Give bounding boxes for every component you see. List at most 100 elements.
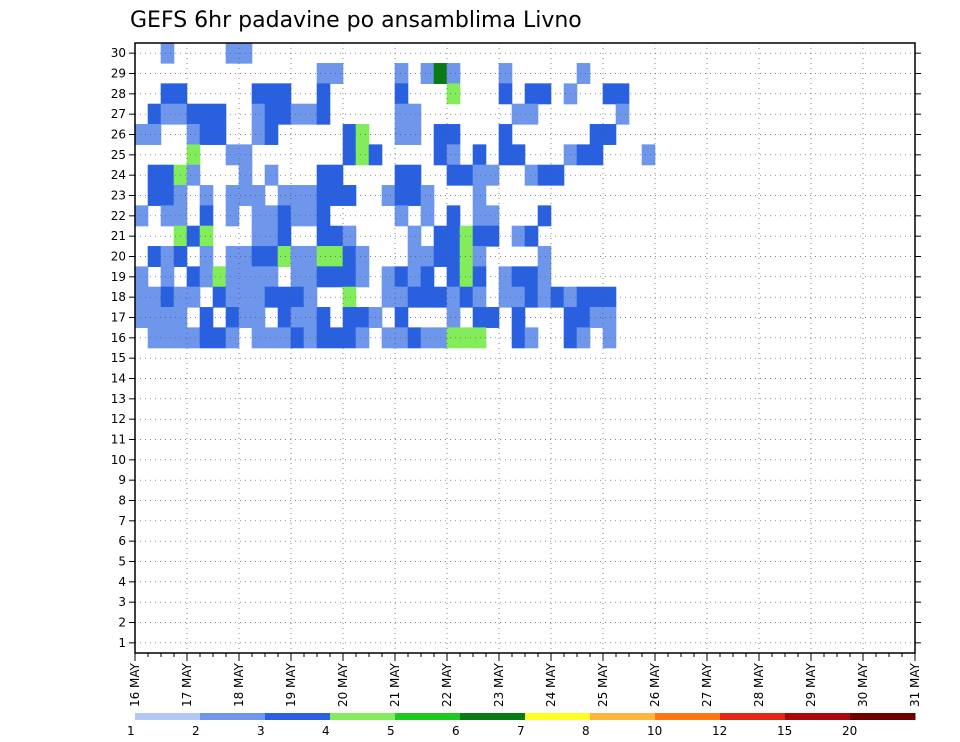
y-tick-label: 28 [111,87,126,101]
heatmap-cell [264,103,279,125]
colorbar-label: 12 [712,724,727,738]
heatmap-cell [290,286,305,308]
heatmap-cell [511,103,526,125]
heatmap-cell [394,103,409,125]
heatmap-cell [199,103,214,125]
colorbar-label: 7 [517,724,525,738]
heatmap-cell [472,144,487,166]
heatmap-cell [316,83,331,105]
heatmap-cell [472,266,487,288]
heatmap-cell [511,144,526,166]
x-tick-label: 31 MAY [908,662,922,707]
heatmap-cell [264,205,279,227]
y-tick-label: 18 [111,290,126,304]
heatmap-cell [342,185,357,206]
y-tick-label: 2 [118,616,126,630]
heatmap-cell [446,225,461,247]
heatmap-cell [147,185,162,206]
heatmap-cell [199,185,214,206]
heatmap-cell [550,164,565,186]
heatmap-cell [147,327,162,349]
heatmap-cell [446,83,461,105]
heatmap-cell [225,185,240,206]
heatmap-cell [277,103,292,125]
heatmap-cell [446,266,461,288]
y-tick-label: 11 [111,433,126,447]
heatmap-cell [251,266,266,288]
colorbar-swatch [330,713,396,720]
heatmap-cell [537,83,552,105]
colorbar-swatch [785,713,851,720]
heatmap-cell [199,205,214,227]
heatmap-cell [134,205,149,227]
heatmap-cell [407,286,422,308]
heatmap-cell [355,327,370,349]
heatmap-cell [524,83,539,105]
y-tick-label: 19 [111,270,126,284]
chart-title: GEFS 6hr padavine po ansamblima Livno [130,8,582,33]
heatmap-cell [407,246,422,267]
heatmap-cell [381,266,396,288]
colorbar: 1 2 3 4 5 6 7 8 10 12 15 20 [127,713,916,738]
heatmap-cell [316,266,331,288]
heatmap-cell [277,185,292,206]
heatmap-cell [225,307,240,328]
heatmap-cell [342,144,357,166]
y-tick-label: 17 [111,311,126,325]
heatmap-cell [316,327,331,349]
x-tick-label: 28 MAY [752,662,766,707]
heatmap-cell [602,124,617,145]
heatmap-cell [420,63,435,84]
y-tick-label: 9 [118,473,126,487]
colorbar-swatch [720,713,786,720]
heatmap-cell [264,286,279,308]
heatmap-cell [537,266,552,288]
heatmap-cell [407,164,422,186]
heatmap-cell [407,225,422,247]
heatmap-cell [277,205,292,227]
heatmap-cell [134,307,149,328]
heatmap-cell [160,205,175,227]
colorbar-swatch [655,713,721,720]
heatmap-cell [329,225,344,247]
heatmap-cell [251,225,266,247]
heatmap-cell [615,103,630,125]
heatmap-cell [212,266,227,288]
heatmap-cell [394,307,409,328]
heatmap-cell [537,205,552,227]
heatmap-cell [264,246,279,267]
heatmap-cell [225,266,240,288]
x-tick-label: 20 MAY [336,662,350,707]
heatmap-cell [134,266,149,288]
colorbar-label: 5 [387,724,395,738]
heatmap-cell [472,246,487,267]
heatmap-cell [251,307,266,328]
y-tick-label: 25 [111,148,126,162]
colorbar-label: 4 [322,724,330,738]
heatmap-cell [160,42,175,64]
heatmap-cell [589,124,604,145]
heatmap-cell [472,307,487,328]
heatmap-cell [277,225,292,247]
heatmap-cell [316,205,331,227]
colorbar-label: 3 [257,724,265,738]
heatmap-cell [160,246,175,267]
heatmap-cell [225,42,240,64]
heatmap-cell [446,327,461,349]
x-tick-label: 18 MAY [232,662,246,707]
heatmap-cell [212,103,227,125]
heatmap-cell [524,286,539,308]
heatmap-cell [329,266,344,288]
heatmap-cell [589,307,604,328]
heatmap-cell [160,164,175,186]
heatmap-cell [485,205,500,227]
heatmap-cell [459,164,474,186]
heatmap-cell [472,185,487,206]
heatmap-cell [355,246,370,267]
heatmap-cell [251,185,266,206]
colorbar-swatch [525,713,591,720]
heatmap-cell [186,266,201,288]
heatmap-cell [160,307,175,328]
x-tick-label: 25 MAY [596,662,610,707]
